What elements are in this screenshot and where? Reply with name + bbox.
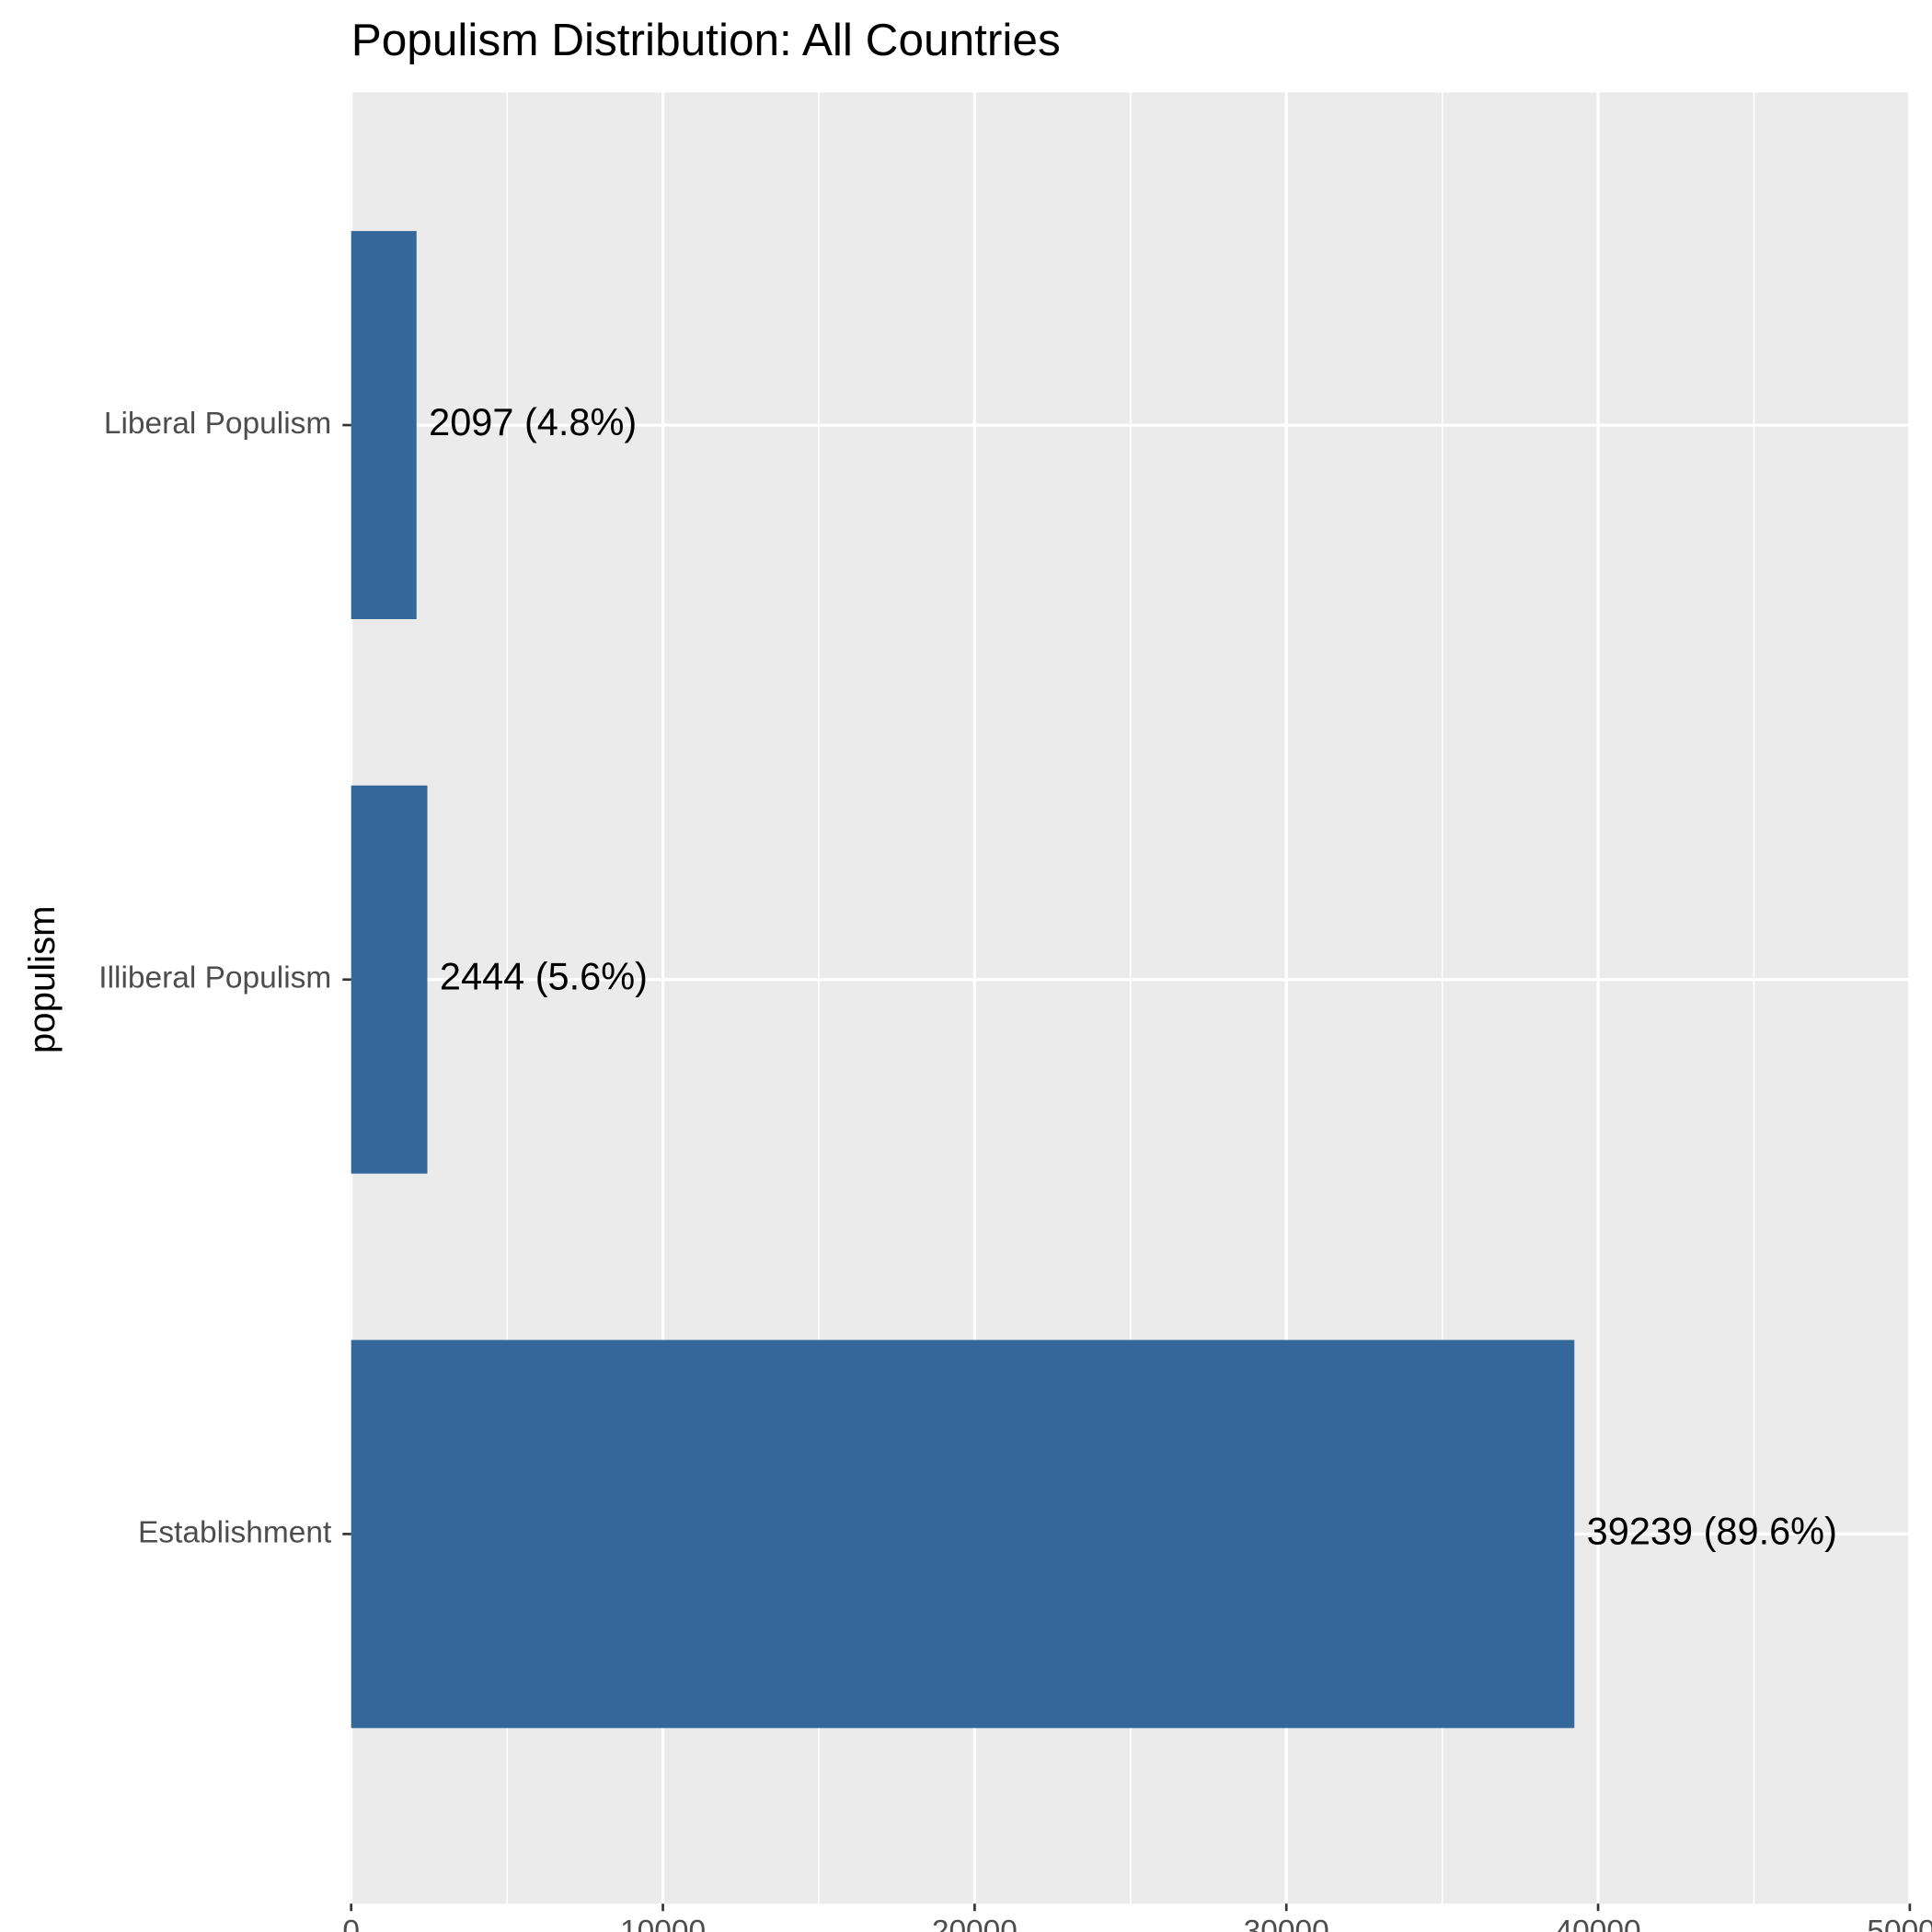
y-tick-label: Establishment [138,1515,332,1549]
x-tick-label: 10000 [620,1915,706,1932]
x-tick-label: 30000 [1244,1915,1329,1932]
x-tick-label: 20000 [932,1915,1018,1932]
y-axis-title: populism [21,905,63,1053]
value-label: 2444 (5.6%) [440,955,648,998]
bar [351,1340,1575,1729]
chart-title: Populism Distribution: All Countries [351,14,1061,65]
y-tick-label: Liberal Populism [104,407,331,441]
bar [351,231,417,619]
bar [351,785,428,1174]
x-tick-label: 50000 [1867,1915,1932,1932]
y-tick-label: Illiberal Populism [98,961,331,995]
value-label: 2097 (4.8%) [429,400,637,443]
x-tick-label: 0 [342,1915,360,1932]
x-tick-label: 40000 [1556,1915,1641,1932]
value-label: 39239 (89.6%) [1587,1509,1837,1552]
